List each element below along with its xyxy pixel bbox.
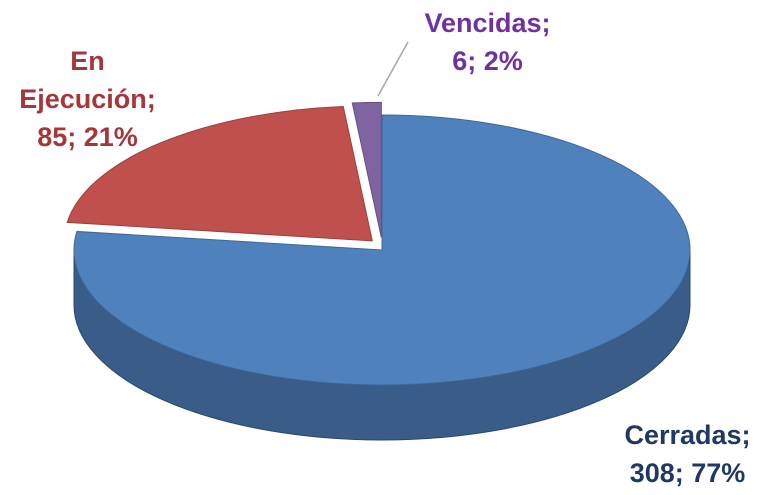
data-label: Cerradas; 308; 77% [605,416,767,492]
label-value: 6; 2% [452,46,523,76]
leader-line [377,41,409,97]
label-category: Cerradas; [624,420,751,450]
label-category: En Ejecución; [19,46,156,114]
data-label: En Ejecución; 85; 21% [0,42,175,156]
data-label: Vencidas; 6; 2% [395,4,580,80]
slice [73,114,691,386]
label-value: 308; 77% [629,458,746,488]
label-category: Vencidas; [424,8,551,38]
label-value: 85; 21% [37,122,138,152]
slice [351,101,382,238]
slice [66,105,373,242]
